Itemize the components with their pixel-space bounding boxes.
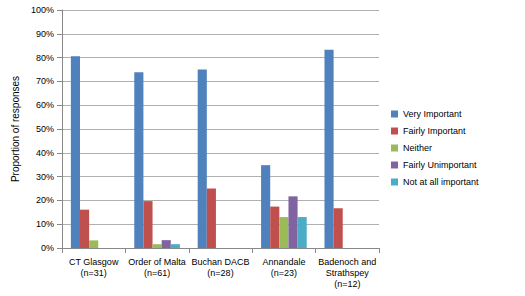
svg-text:Buchan DACB: Buchan DACB (191, 257, 249, 267)
svg-text:10%: 10% (36, 219, 54, 229)
svg-text:30%: 30% (36, 172, 54, 182)
svg-text:Badenoch and: Badenoch and (318, 257, 376, 267)
svg-text:(n=28): (n=28) (207, 268, 233, 278)
svg-text:(n=31): (n=31) (81, 268, 107, 278)
svg-text:Annandale: Annandale (262, 257, 305, 267)
svg-text:20%: 20% (36, 195, 54, 205)
svg-text:70%: 70% (36, 76, 54, 86)
svg-text:100%: 100% (31, 5, 54, 15)
svg-text:Proportion of responses: Proportion of responses (10, 76, 21, 182)
svg-text:90%: 90% (36, 29, 54, 39)
svg-text:(n=23): (n=23) (271, 268, 297, 278)
svg-text:60%: 60% (36, 100, 54, 110)
svg-text:Very Important: Very Important (403, 109, 462, 119)
svg-text:(n=61): (n=61) (144, 268, 170, 278)
svg-text:80%: 80% (36, 53, 54, 63)
svg-text:Order of Malta: Order of Malta (128, 257, 186, 267)
svg-text:50%: 50% (36, 124, 54, 134)
svg-text:CT Glasgow: CT Glasgow (69, 257, 119, 267)
svg-text:0%: 0% (41, 243, 54, 253)
svg-text:40%: 40% (36, 148, 54, 158)
svg-text:(n=12): (n=12) (334, 279, 360, 289)
svg-text:Fairly Important: Fairly Important (403, 126, 466, 136)
svg-text:Neither: Neither (403, 143, 432, 153)
svg-text:Strathspey: Strathspey (326, 268, 370, 278)
svg-text:Not at all important: Not at all important (403, 177, 479, 187)
svg-text:Fairly Unimportant: Fairly Unimportant (403, 160, 477, 170)
